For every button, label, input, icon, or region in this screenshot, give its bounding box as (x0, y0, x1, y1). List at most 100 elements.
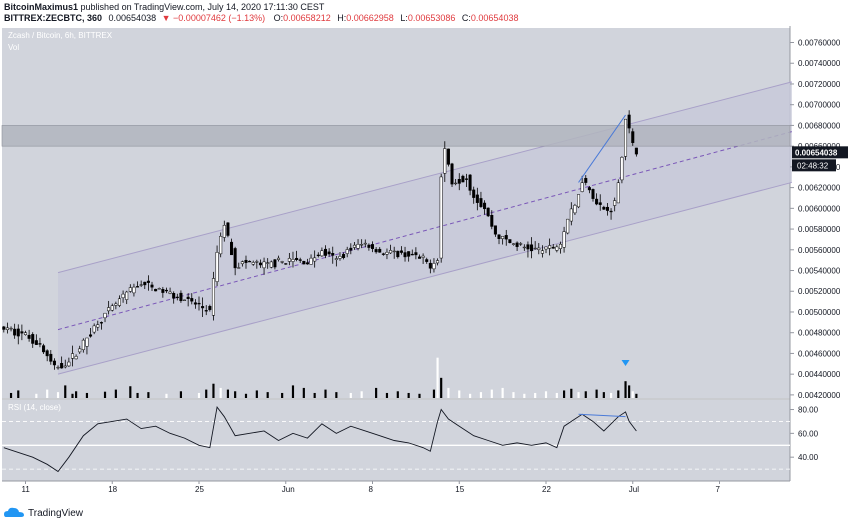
candle-body (620, 157, 624, 181)
x-tick-label: 18 (108, 485, 117, 494)
close-label: C: (461, 13, 471, 23)
volume-bar (64, 385, 67, 398)
volume-bar (570, 388, 573, 398)
candle-body (345, 249, 349, 254)
candle-body (233, 248, 237, 269)
candle-body (63, 365, 67, 368)
volume-bar (418, 393, 421, 398)
volume-legend: Vol (8, 43, 19, 52)
high-label: H: (337, 13, 347, 23)
volume-bar (447, 387, 450, 398)
candle-body (139, 284, 143, 286)
y-tick-label: 0.00540000 (798, 267, 841, 276)
candle-body (501, 236, 505, 239)
candle-body (190, 298, 194, 302)
last-price: 0.00654038 (108, 13, 157, 23)
candle-body (201, 306, 205, 309)
volume-bar (562, 390, 566, 398)
high-value: 0.00662958 (346, 13, 394, 23)
candle-body (244, 259, 248, 263)
candle-body (5, 327, 9, 330)
candle-body (215, 252, 219, 282)
volume-bar (9, 392, 13, 398)
candle-body (537, 247, 541, 250)
volume-bar (197, 392, 201, 398)
y-tick-label: 0.00560000 (798, 246, 841, 255)
y-tick-label: 0.00600000 (798, 204, 841, 213)
candle-body (587, 187, 591, 191)
candle-body (519, 243, 523, 245)
y-tick-label: 0.00720000 (798, 80, 841, 89)
volume-bar (396, 391, 399, 398)
countdown-badge-text: 02:48:32 (797, 161, 829, 170)
candle-body (110, 305, 114, 311)
volume-bar (490, 389, 493, 398)
candle-body (454, 182, 458, 185)
x-tick-label: 15 (455, 485, 464, 494)
candle-body (49, 353, 53, 362)
candle-body (42, 345, 46, 353)
candle-body (305, 262, 309, 265)
resistance-zone (1, 125, 791, 147)
volume-bar (584, 391, 587, 398)
y-tick-label: 0.00760000 (798, 39, 841, 48)
candle-body (598, 202, 602, 205)
candle-body (9, 327, 13, 330)
candle-body (128, 287, 132, 292)
candle-body (136, 286, 140, 288)
candle-body (356, 244, 360, 249)
volume-bar (179, 391, 183, 398)
candle-body (370, 244, 375, 249)
volume-bar (129, 386, 132, 398)
volume-bar (147, 392, 150, 398)
candle-body (45, 350, 49, 357)
candle-body (457, 178, 461, 184)
candle-body (551, 246, 555, 249)
x-tick-label: 7 (716, 485, 721, 494)
candle-body (530, 244, 534, 252)
candle-body (436, 260, 440, 264)
volume-bar (635, 393, 638, 398)
candle-body (439, 176, 443, 259)
published-text: published on TradingView.com, July 14, 2… (80, 2, 325, 12)
candle-body (273, 259, 277, 268)
rsi-tick-label: 40.00 (798, 453, 819, 462)
candle-body (573, 205, 577, 214)
volume-bar (114, 389, 117, 398)
price-axis-background (790, 26, 850, 504)
candle-body (526, 244, 530, 250)
candle-body (548, 245, 552, 249)
down-arrow-icon: ▼ (161, 13, 171, 23)
candle-body (392, 250, 396, 253)
y-tick-label: 0.00480000 (798, 329, 841, 338)
candle-body (490, 214, 494, 227)
candle-body (208, 306, 212, 310)
volume-bar (244, 393, 248, 398)
volume-bar (544, 391, 548, 398)
candle-body (522, 246, 526, 249)
candle-body (533, 247, 537, 250)
candle-body (634, 147, 638, 155)
price-chart[interactable]: 0.00760000 0.00740000 0.00720000 0.00700000… (0, 26, 850, 504)
candle-body (114, 303, 118, 306)
candle-body (230, 241, 234, 256)
channel-bottom-line (57, 181, 792, 375)
candle-body (27, 334, 31, 339)
chart-legend-title: Zcash / Bitcoin, 6h, BITTREX (8, 31, 113, 40)
y-tick-label: 0.00700000 (798, 101, 841, 110)
candle-body (378, 248, 382, 253)
candle-body (577, 194, 581, 208)
candle-body (627, 114, 631, 129)
candle-body (16, 328, 20, 337)
candle-body (414, 252, 418, 256)
volume-bar (523, 393, 526, 398)
candle-body (193, 302, 197, 305)
candle-body (316, 254, 320, 257)
countdown-badge (792, 159, 836, 172)
candle-body (363, 242, 367, 245)
rsi-divergence-line (578, 413, 626, 418)
candle-body (497, 234, 501, 239)
candle-body (334, 258, 338, 260)
candle-body (146, 280, 150, 283)
price-trend-line (578, 114, 626, 183)
